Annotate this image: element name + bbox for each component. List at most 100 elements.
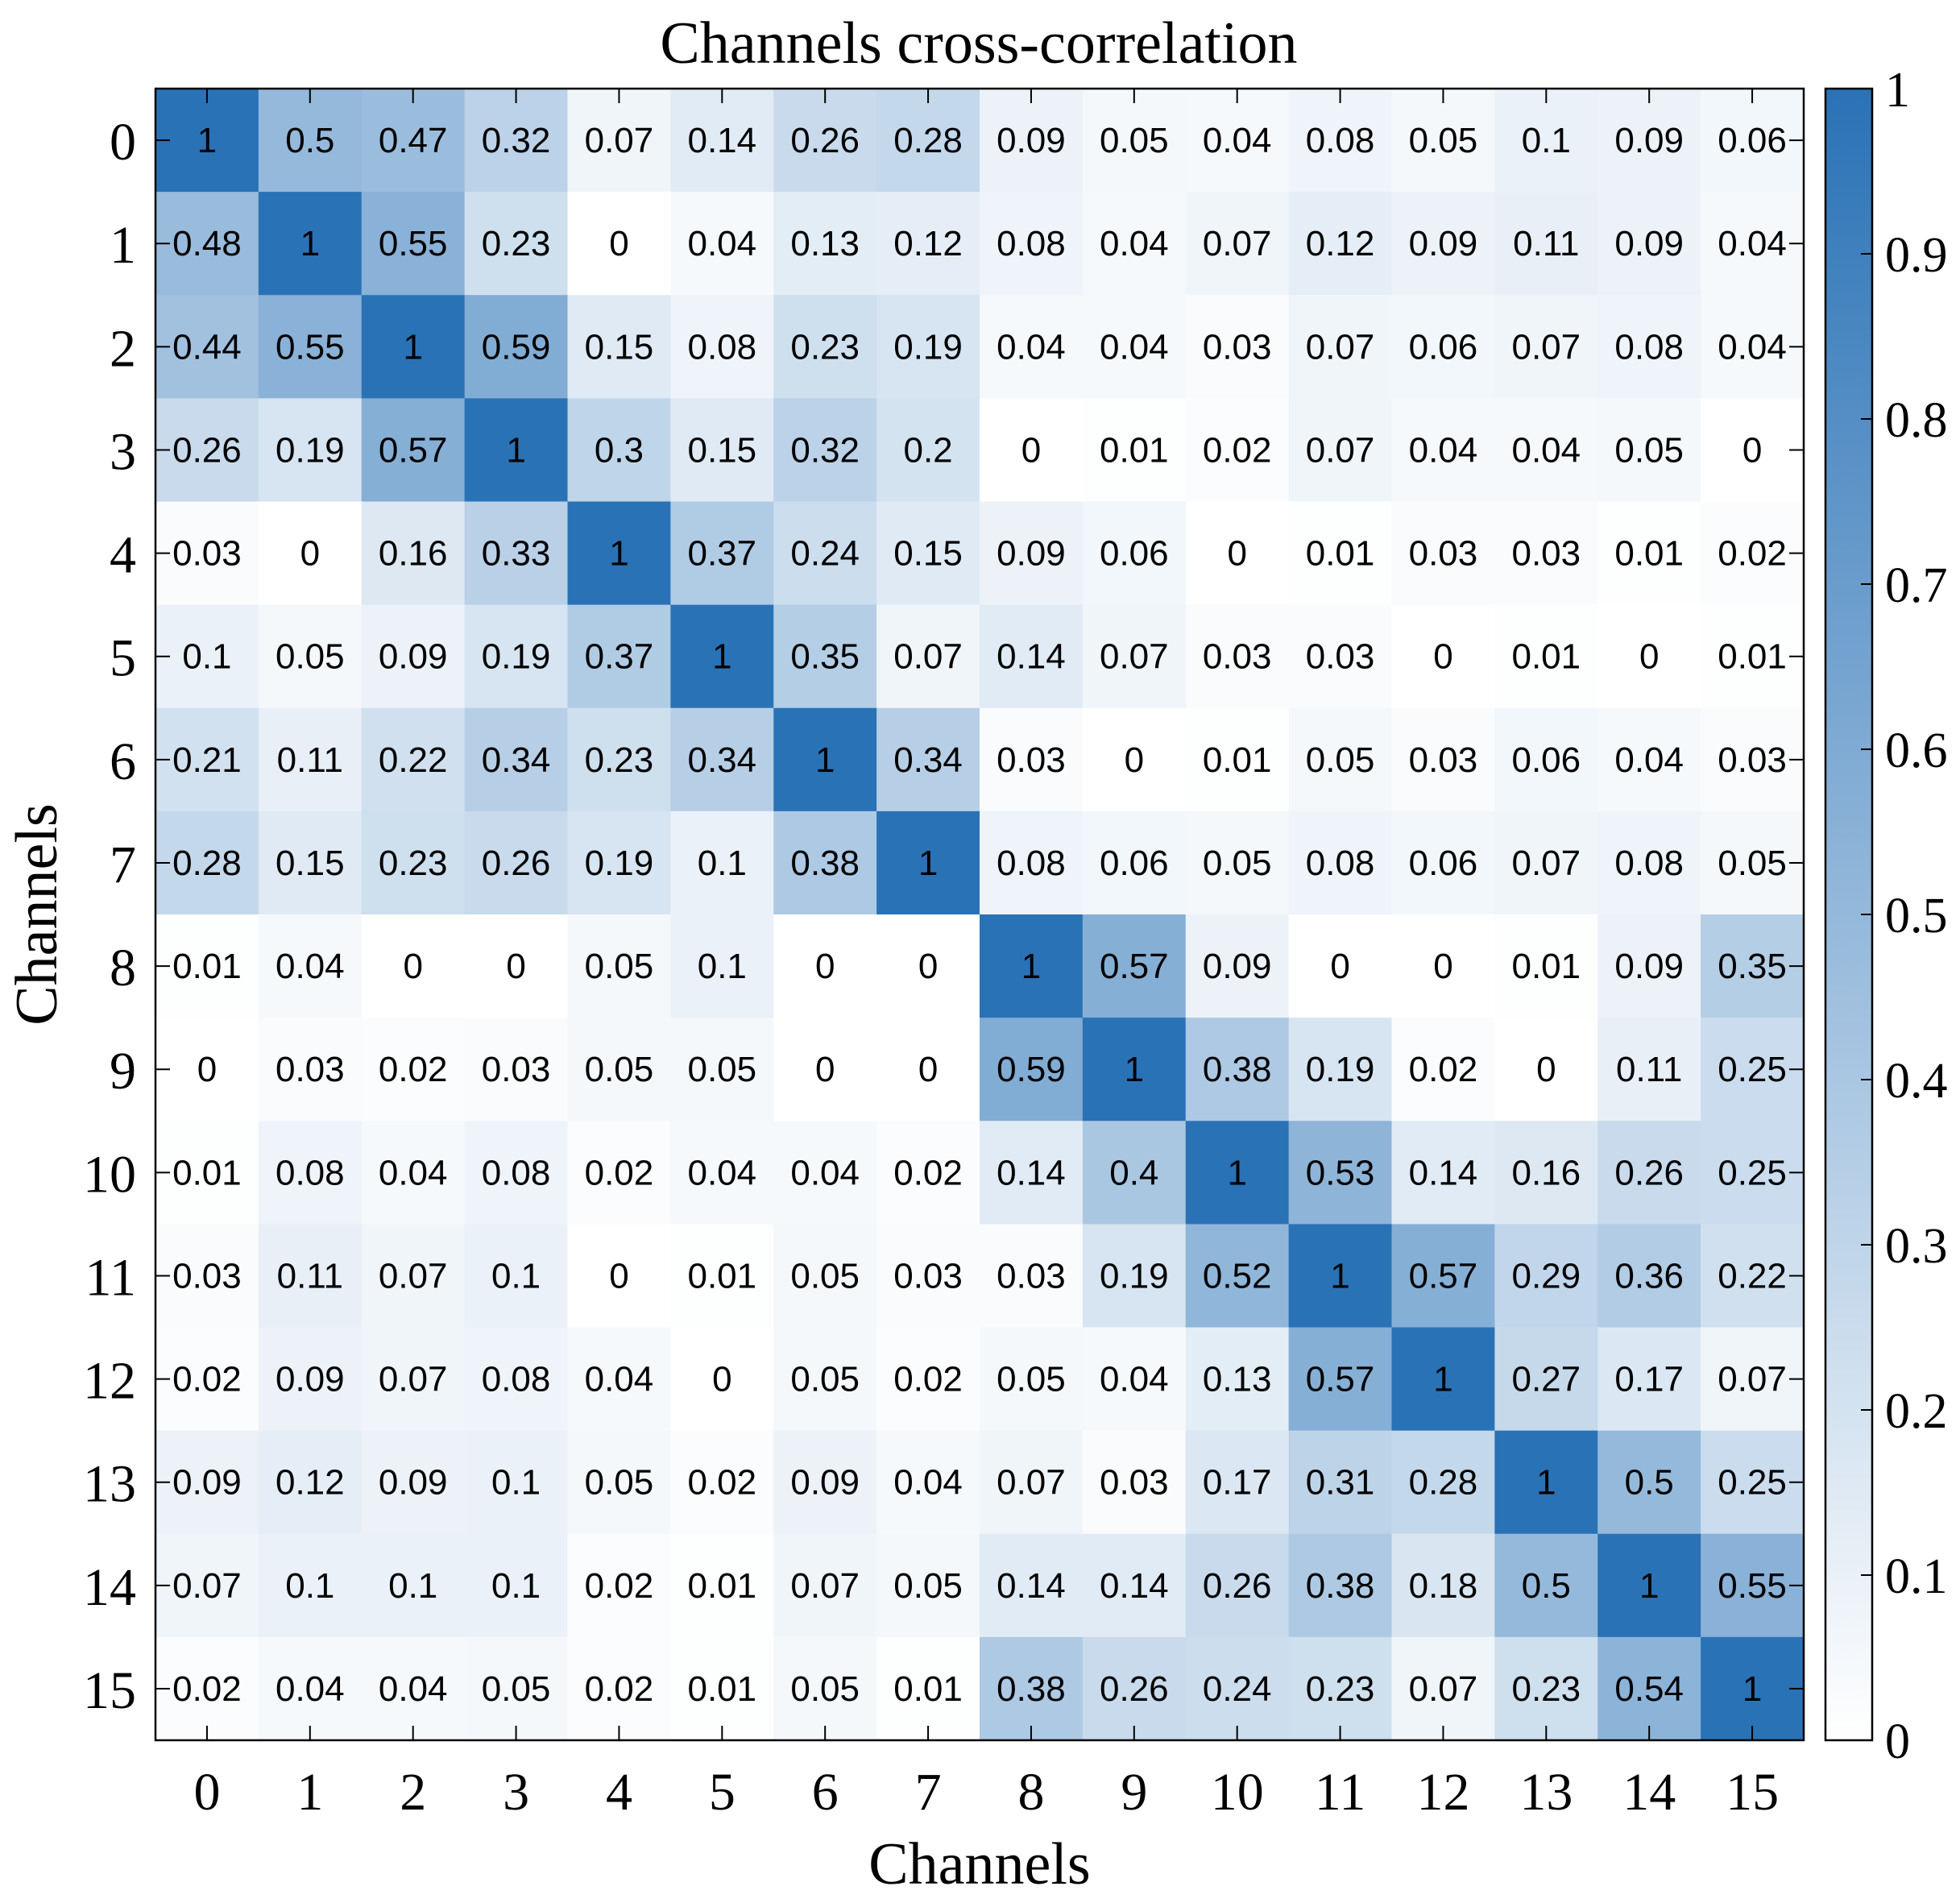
cell-value-label: 0.09 (1203, 947, 1272, 986)
cell-value-label: 0.01 (687, 1566, 756, 1606)
heatmap-cell (980, 89, 1084, 193)
heatmap-cell (464, 1430, 569, 1535)
cell-value-label: 0 (1433, 947, 1452, 986)
cell-value-label: 0.48 (172, 224, 242, 263)
cell-value-label: 0.05 (1409, 121, 1478, 160)
heatmap-cell (1082, 398, 1187, 503)
cell-value-label: 0.34 (687, 740, 756, 780)
cell-value-label: 0.01 (1100, 430, 1169, 470)
heatmap-cell (773, 501, 877, 606)
heatmap-cell (773, 1018, 877, 1121)
heatmap-cell (1391, 1224, 1495, 1329)
heatmap-cell (876, 1018, 980, 1121)
heatmap-cell (155, 1636, 259, 1741)
cell-value-label: 0.08 (687, 327, 756, 367)
heatmap-cell (1391, 604, 1495, 709)
heatmap-cell (1494, 1636, 1598, 1741)
cell-value-label: 0.55 (1718, 1566, 1787, 1606)
cell-value-label: 0.07 (1718, 1360, 1787, 1399)
heatmap-cell (258, 1121, 363, 1225)
cell-value-label: 0.07 (1409, 1669, 1478, 1709)
cell-value-label: 0.03 (997, 740, 1066, 780)
heatmap-cell (155, 501, 259, 606)
heatmap-cell (464, 811, 569, 915)
heatmap-cell (773, 604, 877, 709)
heatmap-cell (773, 1533, 877, 1638)
cell-value-label: 1 (815, 740, 835, 780)
cell-value-label: 0.07 (1511, 844, 1581, 883)
heatmap-cell (876, 192, 980, 296)
cell-value-label: 0.28 (1409, 1463, 1478, 1503)
heatmap-cell (876, 501, 980, 606)
cell-value-label: 0.22 (1718, 1256, 1787, 1296)
cell-value-label: 1 (1330, 1256, 1349, 1296)
cell-value-label: 0.19 (1100, 1256, 1169, 1296)
heatmap-cell (1494, 914, 1598, 1018)
cell-value-label: 0.04 (1718, 224, 1787, 263)
x-tick-label: 5 (709, 1763, 736, 1822)
heatmap-cell (1494, 1121, 1598, 1225)
cell-value-label: 0.13 (1203, 1360, 1272, 1399)
cell-value-label: 0.14 (997, 637, 1066, 677)
heatmap-cell (567, 1224, 671, 1329)
heatmap-cell (1185, 1121, 1290, 1225)
heatmap-cell (1701, 1018, 1805, 1121)
cell-value-label: 0.14 (997, 1153, 1066, 1192)
heatmap-cell (1701, 398, 1805, 503)
cell-value-label: 0.28 (893, 121, 963, 160)
heatmap-cell (1494, 398, 1598, 503)
cell-value-label: 0.04 (276, 1669, 345, 1709)
heatmap-cell (773, 1430, 877, 1535)
cell-value-label: 0.02 (585, 1669, 654, 1709)
x-tick-label: 9 (1121, 1763, 1147, 1822)
heatmap-cell (1288, 1018, 1393, 1121)
heatmap-cell (1701, 192, 1805, 296)
cell-value-label: 0.14 (1409, 1153, 1478, 1192)
cell-value-label: 0 (1227, 534, 1246, 574)
heatmap-cell (1082, 1018, 1187, 1121)
heatmap-cell (1288, 1224, 1393, 1329)
cell-value-label: 0.19 (893, 327, 963, 367)
cell-value-label: 0.16 (1511, 1153, 1581, 1192)
y-tick-label: 6 (110, 732, 136, 791)
cell-value-label: 0.57 (1409, 1256, 1478, 1296)
cell-value-label: 0.26 (790, 121, 860, 160)
heatmap-cell (567, 1018, 671, 1121)
heatmap-cell (876, 398, 980, 503)
heatmap-cell (1288, 1533, 1393, 1638)
cell-value-label: 0.02 (172, 1360, 242, 1399)
cell-value-label: 0.03 (1306, 637, 1375, 677)
heatmap-cell (876, 914, 980, 1018)
heatmap-cell (1391, 914, 1495, 1018)
heatmap-cell (980, 1533, 1084, 1638)
heatmap-cell (1185, 192, 1290, 296)
cell-value-label: 0.05 (790, 1256, 860, 1296)
heatmap-cell (773, 295, 877, 399)
cell-value-label: 0.05 (585, 1050, 654, 1089)
heatmap-cell (361, 295, 466, 399)
heatmap-cell (155, 1430, 259, 1535)
heatmap-cell (1597, 1224, 1701, 1329)
heatmap-cell (1701, 811, 1805, 915)
cell-value-label: 0.15 (893, 534, 963, 574)
cell-value-label: 0.06 (1100, 534, 1169, 574)
heatmap-cell (464, 1224, 569, 1329)
cell-value-label: 0.24 (790, 534, 860, 574)
cell-value-label: 0.5 (285, 121, 334, 160)
heatmap-cell (1391, 1327, 1495, 1432)
heatmap-cell (361, 1224, 466, 1329)
heatmap-cell (258, 1430, 363, 1535)
y-tick-label: 8 (110, 939, 136, 997)
heatmap-cell (980, 1327, 1084, 1432)
cell-value-label: 0.14 (1100, 1566, 1169, 1606)
cell-value-label: 0.35 (1718, 947, 1787, 986)
heatmap-cell (1391, 501, 1495, 606)
cell-value-label: 0.04 (379, 1153, 448, 1192)
heatmap-cell (980, 1430, 1084, 1535)
cell-value-label: 0.25 (1718, 1153, 1787, 1192)
cell-value-label: 0.02 (1203, 430, 1272, 470)
cell-value-label: 0 (609, 224, 628, 263)
heatmap-cell (361, 501, 466, 606)
x-tick-label: 2 (400, 1763, 426, 1822)
